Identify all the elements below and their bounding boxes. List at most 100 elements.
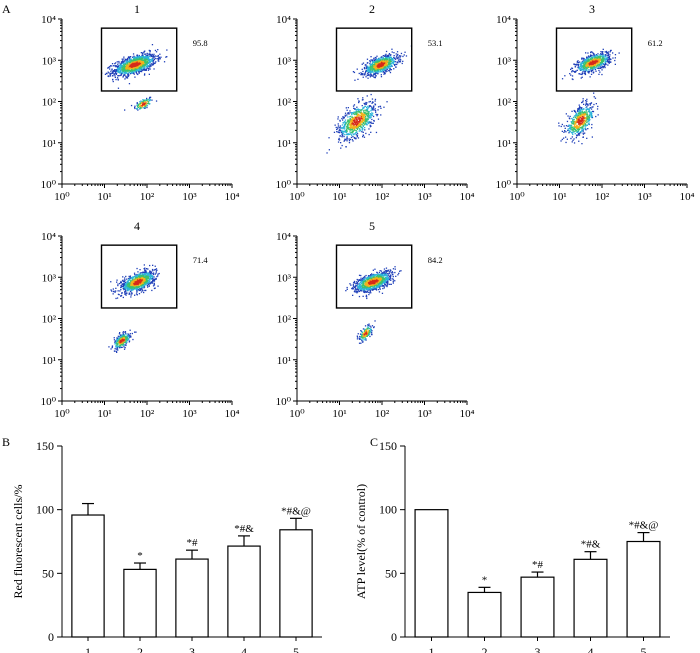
data-point — [359, 112, 361, 114]
data-point — [121, 346, 123, 348]
data-point — [581, 110, 584, 112]
data-point — [587, 58, 590, 61]
data-point — [585, 116, 587, 119]
data-point — [587, 71, 589, 73]
data-point — [583, 103, 585, 105]
data-point — [335, 126, 337, 129]
data-point — [370, 116, 372, 118]
data-point — [605, 50, 608, 53]
data-point — [378, 65, 380, 67]
data-point — [353, 124, 355, 126]
data-point — [383, 67, 385, 69]
data-point — [388, 61, 390, 63]
data-point — [389, 56, 391, 58]
data-point — [365, 67, 367, 70]
data-point — [346, 138, 349, 140]
data-point — [140, 58, 143, 60]
data-point — [111, 72, 113, 74]
data-point — [360, 120, 362, 123]
data-point — [133, 69, 135, 71]
data-point — [381, 56, 383, 58]
data-point — [390, 69, 392, 71]
data-point — [348, 121, 350, 123]
data-point — [139, 62, 141, 64]
data-point — [375, 62, 377, 65]
data-point — [593, 59, 595, 61]
data-point — [604, 54, 606, 56]
data-point — [121, 69, 123, 71]
data-point — [145, 63, 147, 66]
data-point — [585, 69, 587, 72]
data-point — [148, 285, 150, 287]
data-point — [135, 72, 138, 74]
data-point — [587, 52, 589, 54]
data-point — [576, 60, 579, 63]
data-point — [592, 63, 594, 65]
data-point — [132, 56, 134, 58]
data-point — [588, 108, 590, 110]
data-point — [157, 49, 159, 51]
y-tick-label: 10⁴ — [41, 231, 56, 243]
data-point — [345, 122, 348, 124]
data-point — [350, 119, 352, 121]
data-point — [364, 109, 366, 111]
data-point — [387, 66, 389, 68]
data-point — [131, 69, 133, 71]
data-point — [128, 64, 130, 66]
data-point — [585, 62, 587, 64]
data-point — [138, 71, 140, 73]
data-point — [134, 57, 136, 59]
data-point — [586, 56, 588, 58]
flow-cytometry-panels: 110⁰10⁰10¹10¹10²10²10³10³10⁴10⁴95.8210⁰1… — [41, 2, 695, 420]
data-point — [339, 130, 342, 132]
data-point — [593, 58, 595, 60]
data-point — [116, 344, 118, 346]
data-point — [370, 59, 372, 61]
data-point — [368, 72, 370, 74]
data-point — [397, 62, 399, 64]
data-point — [588, 71, 590, 73]
y-tick-label: 10⁴ — [41, 14, 56, 26]
data-point — [116, 342, 118, 344]
data-point — [369, 100, 372, 103]
data-point — [130, 283, 132, 285]
data-point — [131, 64, 133, 66]
data-point — [585, 111, 587, 113]
data-point — [587, 104, 589, 107]
data-point — [367, 121, 369, 123]
data-point — [132, 62, 134, 64]
data-point — [383, 73, 385, 75]
data-point — [131, 289, 133, 292]
data-point — [361, 114, 363, 116]
data-point — [134, 71, 136, 73]
data-point — [126, 59, 129, 61]
data-point — [602, 60, 605, 62]
data-point — [129, 58, 131, 60]
data-point — [349, 116, 351, 118]
data-point — [141, 102, 143, 105]
data-point — [578, 116, 581, 118]
data-point — [361, 124, 363, 126]
data-point — [347, 126, 349, 129]
data-point — [576, 113, 578, 116]
data-point — [352, 133, 354, 135]
gate-rectangle — [100, 27, 178, 92]
data-point — [138, 66, 141, 69]
data-point — [122, 70, 124, 72]
data-point — [593, 61, 595, 63]
data-point — [569, 73, 571, 75]
data-point — [155, 51, 158, 53]
data-point — [369, 105, 371, 108]
data-point — [348, 123, 350, 125]
data-point — [353, 120, 356, 123]
data-point — [589, 62, 591, 64]
y-tick-label: 10⁰ — [276, 179, 292, 191]
data-point — [119, 338, 121, 340]
data-point — [366, 120, 368, 122]
data-point — [153, 55, 155, 57]
data-point — [606, 59, 608, 61]
data-point — [582, 130, 584, 132]
data-point — [594, 97, 597, 99]
data-point — [133, 60, 135, 62]
data-point — [344, 115, 347, 117]
